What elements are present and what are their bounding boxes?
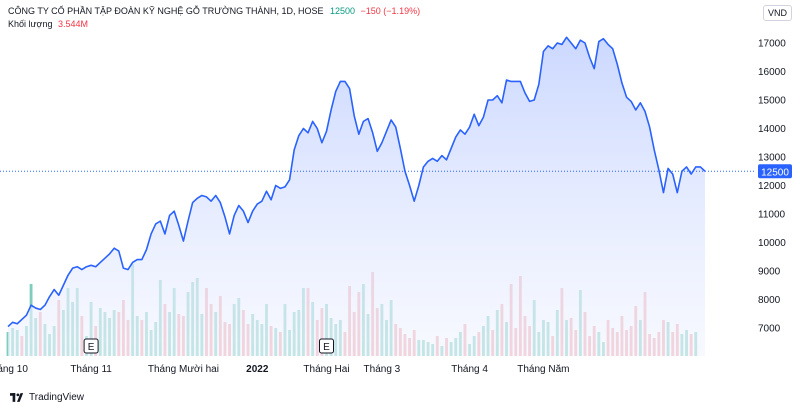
x-tick-label: Tháng 3 <box>364 364 401 375</box>
x-tick-label: áng 10 <box>0 364 28 375</box>
volume-label[interactable]: Khối lượng <box>8 19 53 29</box>
x-tick-label: Tháng 4 <box>451 364 488 375</box>
x-tick-label: Tháng 11 <box>70 364 112 375</box>
symbol-title[interactable]: CÔNG TY CỔ PHẦN TẬP ĐOÀN KỸ NGHỆ GỖ TRƯỜ… <box>8 6 324 16</box>
tradingview-logo[interactable]: TradingView <box>10 392 84 403</box>
y-tick-label: 13000 <box>758 153 786 164</box>
y-tick-label: 10000 <box>758 238 786 249</box>
y-tick-label: 14000 <box>758 124 786 135</box>
chart-legend: CÔNG TY CỔ PHẦN TẬP ĐOÀN KỸ NGHỆ GỖ TRƯỜ… <box>8 5 420 31</box>
y-tick-label: 16000 <box>758 67 786 78</box>
last-price-value: 12500 <box>329 6 356 16</box>
y-tick-label: 11000 <box>758 210 786 221</box>
last-price-badge <box>758 164 792 179</box>
y-axis[interactable]: 7000 8000 9000 10000 11000 12000 13000 14000 150… <box>758 39 786 335</box>
y-tick-label: 17000 <box>758 39 786 50</box>
legend-title-row: CÔNG TY CỔ PHẦN TẬP ĐOÀN KỸ NGHỆ GỖ TRƯỜ… <box>8 5 420 18</box>
y-tick-label: 15000 <box>758 96 786 107</box>
price-change: −150 (−1.19%) <box>360 6 421 16</box>
volume-value: 3.544M <box>57 19 88 29</box>
earnings-marker[interactable]: E <box>319 338 334 354</box>
earnings-marker[interactable]: E <box>83 338 99 354</box>
x-axis[interactable]: áng 10 Tháng 11 Tháng Mười hai 2022 Tháng Ha… <box>0 364 570 375</box>
last-price-badge-label: 12500 <box>761 167 789 178</box>
earnings-marker-label: E <box>88 342 95 353</box>
price-area <box>8 37 705 357</box>
x-tick-label: Tháng Hai <box>303 364 349 375</box>
currency-button[interactable]: VND <box>762 5 792 21</box>
earnings-marker-label: E <box>323 342 330 353</box>
price-line <box>7 36 706 328</box>
y-tick-label: 9000 <box>758 267 781 278</box>
y-tick-label: 7000 <box>758 324 781 335</box>
x-tick-label: Tháng Mười hai <box>148 364 219 375</box>
tradingview-name: TradingView <box>29 392 85 403</box>
price-series-line <box>7 36 706 328</box>
tradingview-logo-icon <box>10 393 24 402</box>
legend-volume-row: Khối lượng 3.544M <box>8 18 420 31</box>
price-area-fill <box>8 37 705 357</box>
x-tick-label: 2022 <box>246 364 269 375</box>
last-price-line: 12500 <box>0 164 792 179</box>
x-tick-label: Tháng Năm <box>517 364 569 375</box>
y-tick-label: 8000 <box>758 295 781 306</box>
y-tick-label: 12000 <box>758 181 786 192</box>
